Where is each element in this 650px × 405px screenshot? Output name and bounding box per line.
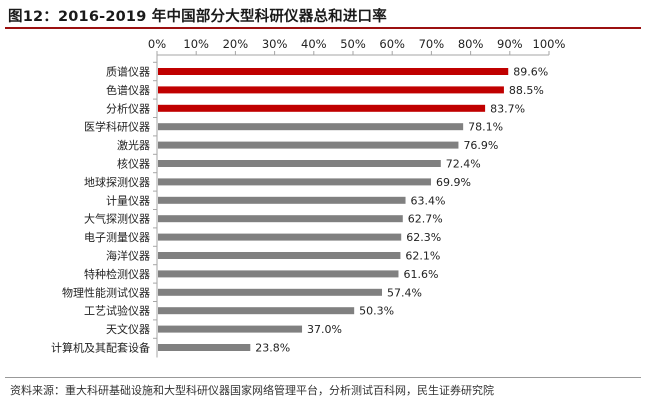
x-tick-label: 0%: [148, 37, 166, 51]
category-label: 物理性能测试仪器: [62, 285, 150, 299]
category-label: 工艺试验仪器: [84, 304, 150, 318]
x-tick-label: 90%: [497, 37, 523, 51]
category-label: 核仪器: [117, 157, 150, 171]
bar: [158, 252, 401, 259]
category-label: 特种检测仪器: [84, 267, 150, 281]
category-label: 激光器: [117, 138, 150, 152]
x-tick-label: 80%: [458, 37, 484, 51]
x-axis: 0% 10% 20% 30% 40% 50% 60% 70% 80% 90% 100%: [148, 37, 566, 56]
category-label: 天文仪器: [106, 322, 150, 336]
data-label: 72.4%: [446, 158, 481, 171]
category-label: 计算机及其配套设备: [51, 341, 150, 355]
bar: [158, 270, 399, 278]
bar: [158, 141, 459, 149]
bar: [158, 215, 403, 223]
bar: [158, 86, 504, 94]
category-label: 海洋仪器: [106, 249, 150, 263]
data-label: 62.7%: [408, 213, 443, 226]
bar: [158, 123, 464, 131]
category-label: 质谱仪器: [106, 65, 150, 79]
bar: [158, 307, 355, 315]
bar: [158, 196, 406, 204]
bar: [158, 233, 402, 241]
x-tick-label: 20%: [223, 37, 249, 51]
x-tick-label: 70%: [419, 37, 445, 51]
bar: [158, 68, 509, 75]
x-tick-label: 50%: [340, 37, 366, 51]
bar: [158, 288, 383, 296]
x-tick-label: 100%: [533, 37, 566, 51]
data-label: 88.5%: [509, 84, 544, 97]
data-label: 62.1%: [405, 250, 440, 263]
category-label: 分析仪器: [106, 101, 150, 115]
chart-title: 图12：2016-2019 年中国部分大型科研仪器总和进口率: [8, 9, 387, 25]
title-divider: [5, 27, 641, 29]
bar: [158, 104, 486, 112]
x-tick-label: 30%: [262, 37, 288, 51]
bar-chart: 0% 10% 20% 30% 40% 50% 60% 70% 80% 90% 100% 质谱仪器色谱…: [51, 37, 566, 358]
data-label: 37.0%: [307, 323, 342, 336]
data-label: 62.3%: [406, 231, 441, 244]
data-label: 76.9%: [463, 139, 498, 152]
x-tick-label: 60%: [379, 37, 405, 51]
data-label: 63.4%: [411, 194, 446, 207]
data-label: 50.3%: [359, 305, 394, 318]
category-label: 电子测量仪器: [84, 231, 150, 244]
data-label: 57.4%: [387, 286, 422, 299]
x-tick-label: 10%: [183, 37, 209, 51]
category-label: 计量仪器: [106, 194, 150, 207]
source-note: 资料来源：重大科研基础设施和大型科研仪器国家网络管理平台，分析测试百科网，民生证…: [10, 384, 494, 397]
category-label: 医学科研仪器: [84, 120, 150, 134]
bar: [158, 344, 251, 351]
data-label: 23.8%: [255, 342, 290, 355]
bar: [158, 178, 432, 186]
bar: [158, 160, 441, 167]
category-label: 大气探测仪器: [84, 212, 150, 226]
data-label: 69.9%: [436, 176, 471, 189]
source-divider: [5, 377, 641, 378]
category-label: 地球探测仪器: [84, 175, 150, 189]
value-labels: 89.6% 88.5% 83.7% 78.1% 76.9% 72.4% 69.9% 63.4%…: [255, 66, 548, 355]
data-label: 61.6%: [403, 268, 438, 281]
category-label: 色谱仪器: [106, 83, 150, 97]
data-label: 89.6%: [513, 66, 548, 79]
category-axis: 质谱仪器色谱仪器分析仪器医学科研仪器激光器核仪器地球探测仪器计量仪器大气探测仪器…: [51, 55, 158, 358]
data-label: 83.7%: [490, 102, 525, 115]
bar: [158, 325, 303, 333]
x-tick-label: 40%: [301, 37, 327, 51]
data-label: 78.1%: [468, 121, 503, 134]
bars: [158, 68, 509, 351]
